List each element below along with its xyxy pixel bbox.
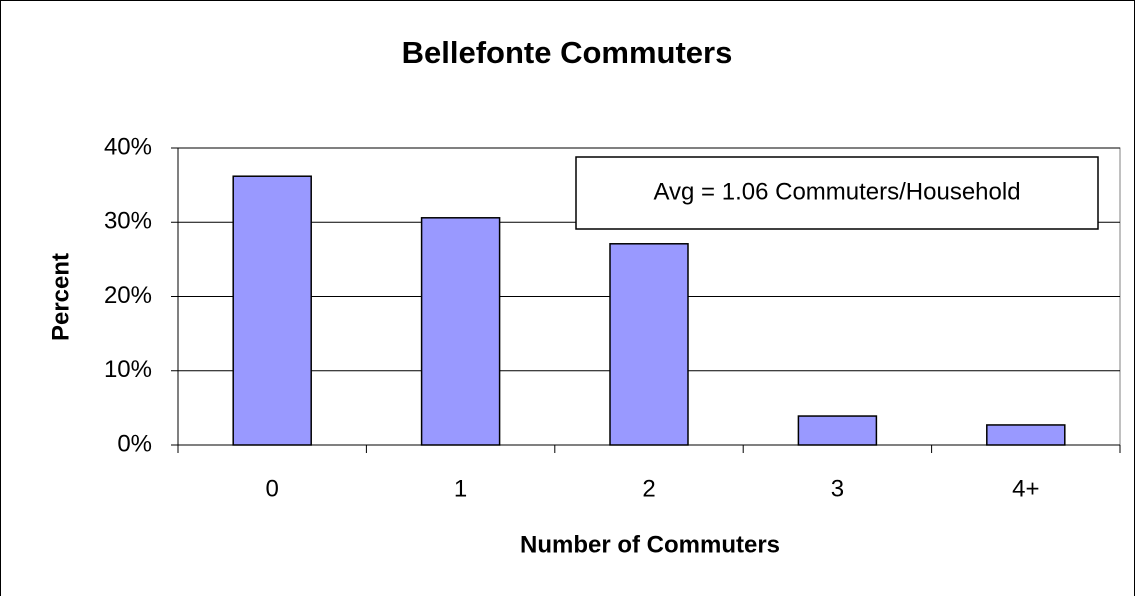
y-tick-label: 20% [104, 282, 152, 309]
annotation-box [575, 156, 1099, 230]
bar [986, 424, 1066, 446]
y-tick-label: 0% [117, 430, 152, 457]
x-axis-label: Number of Commuters [520, 531, 780, 558]
x-tick-label: 0 [266, 475, 279, 502]
annotation: Avg = 1.06 Commuters/Household [653, 178, 1020, 205]
bar [232, 175, 312, 446]
bar [797, 415, 878, 446]
x-tick-label: 1 [454, 475, 467, 502]
y-tick-label: 10% [104, 356, 152, 383]
x-tick-label: 2 [642, 475, 655, 502]
x-tick-label: 3 [831, 475, 844, 502]
bar [609, 243, 689, 446]
bar [420, 217, 501, 446]
y-tick-label: 40% [104, 133, 152, 160]
chart-title: Bellefonte Commuters [402, 35, 733, 70]
y-tick-label: 30% [104, 208, 152, 235]
x-tick-label: 4+ [1012, 475, 1039, 502]
y-axis-label: Percent [47, 253, 74, 341]
